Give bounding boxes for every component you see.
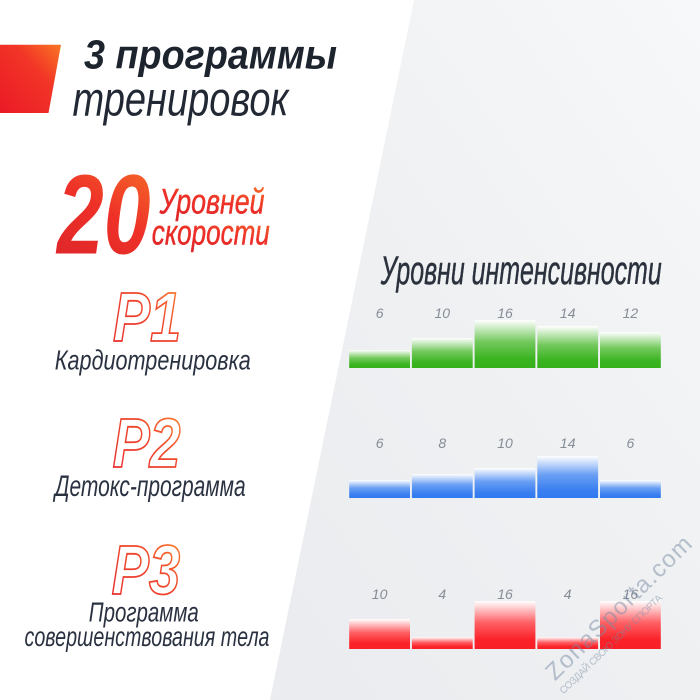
svg-text:6: 6 <box>376 305 384 321</box>
svg-text:скорости: скорости <box>152 214 270 253</box>
svg-text:3 программы: 3 программы <box>84 31 337 77</box>
svg-text:6: 6 <box>627 435 635 451</box>
svg-text:Уровни интенсивности: Уровни интенсивности <box>380 249 662 293</box>
svg-text:16: 16 <box>623 586 639 602</box>
svg-text:Детокс-программа: Детокс-программа <box>53 470 246 503</box>
svg-text:Программа: Программа <box>89 596 199 627</box>
svg-text:20: 20 <box>56 152 151 278</box>
svg-text:14: 14 <box>560 435 576 451</box>
svg-text:8: 8 <box>438 435 446 451</box>
svg-text:12: 12 <box>623 305 639 321</box>
svg-text:10: 10 <box>372 586 388 602</box>
svg-text:4: 4 <box>438 586 446 602</box>
svg-text:10: 10 <box>435 305 451 321</box>
svg-text:6: 6 <box>376 435 384 451</box>
svg-text:14: 14 <box>560 305 576 321</box>
svg-text:тренировок: тренировок <box>73 74 291 127</box>
svg-text:16: 16 <box>497 305 513 321</box>
svg-text:P1: P1 <box>113 278 181 356</box>
svg-text:Кардиотренировка: Кардиотренировка <box>55 345 251 376</box>
svg-text:10: 10 <box>497 435 513 451</box>
svg-text:Уровней: Уровней <box>159 183 265 222</box>
svg-text:совершенствования тела: совершенствования тела <box>25 621 270 652</box>
svg-text:4: 4 <box>564 586 572 602</box>
svg-text:P3: P3 <box>112 531 181 609</box>
svg-text:16: 16 <box>497 586 513 602</box>
svg-text:P2: P2 <box>113 404 181 482</box>
